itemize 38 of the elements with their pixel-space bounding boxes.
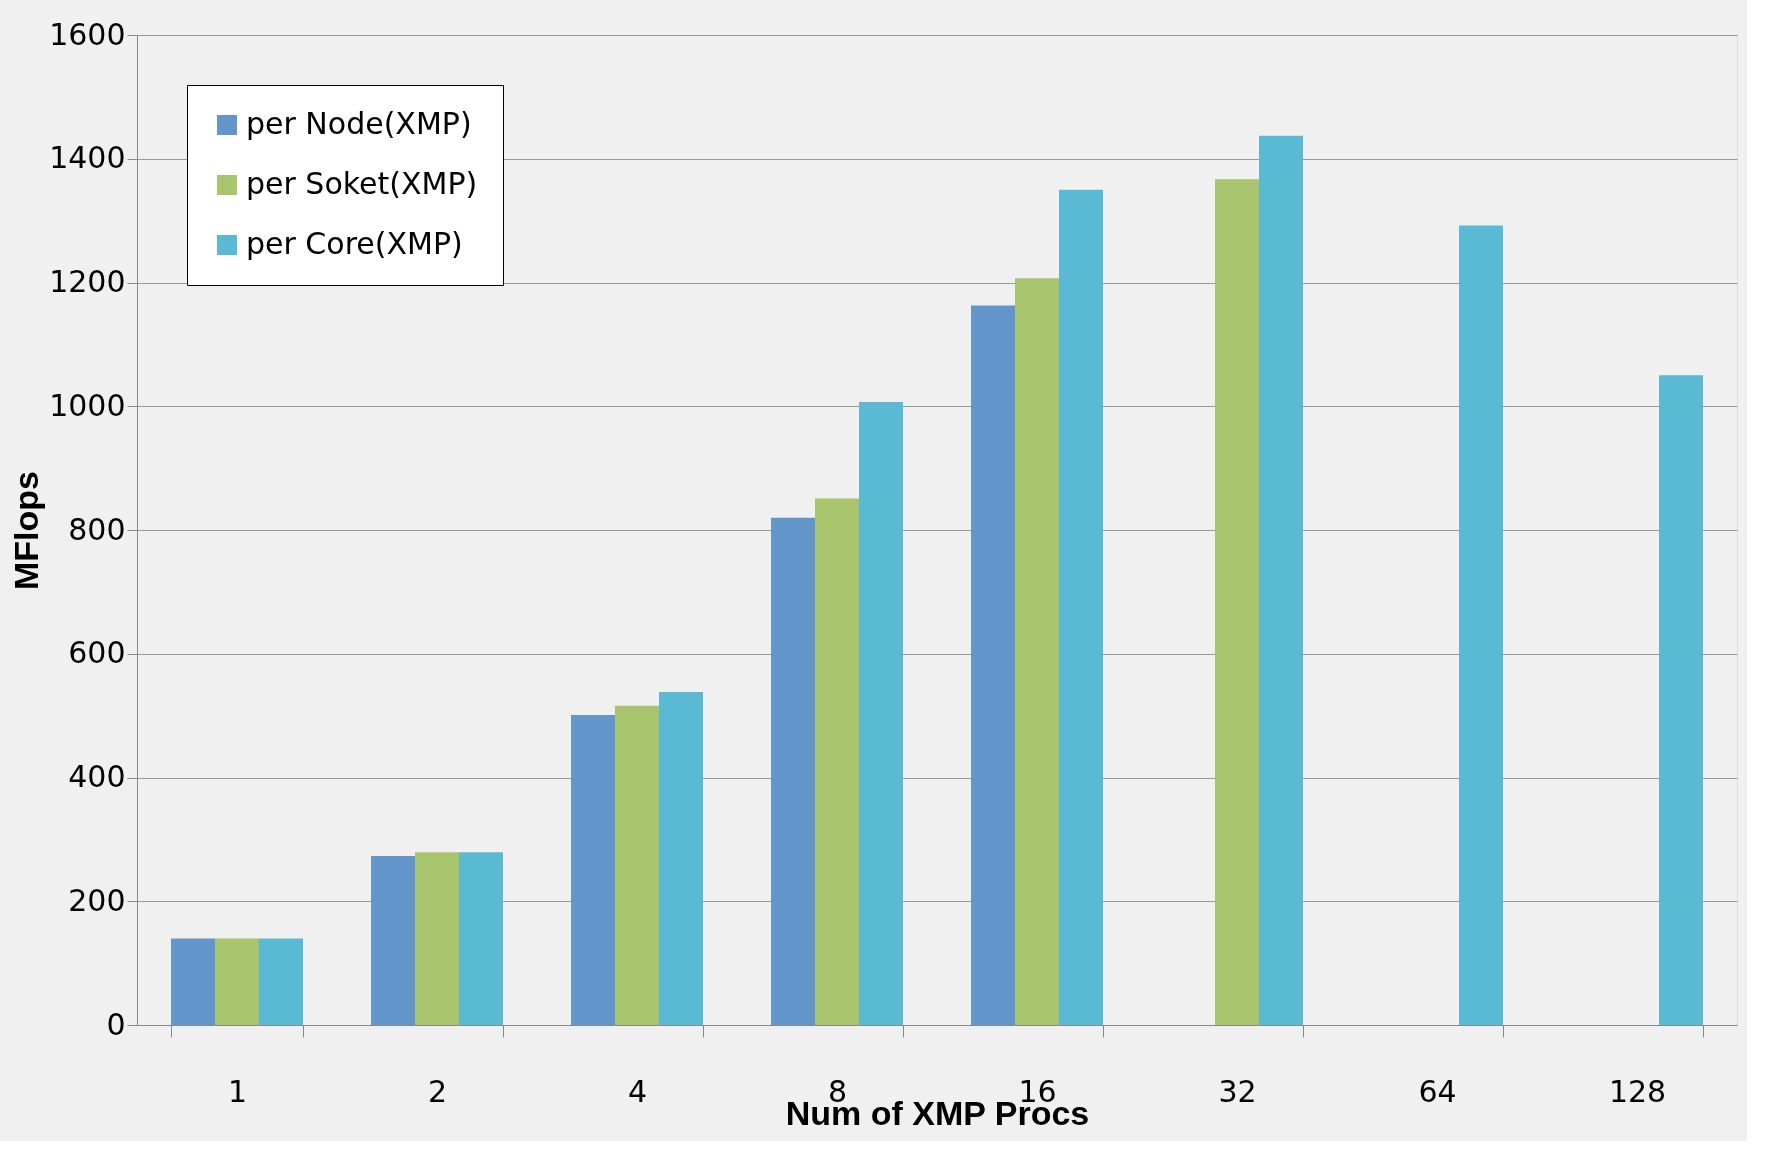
y-tick-label: 1600 [49, 16, 126, 52]
bar [1259, 135, 1303, 1025]
bar [415, 852, 459, 1025]
bar [859, 401, 903, 1025]
bar [459, 852, 503, 1025]
bar [571, 715, 615, 1025]
bar [1059, 189, 1103, 1025]
y-tick-label: 600 [68, 635, 126, 671]
legend-label: per Node(XMP) [246, 106, 472, 141]
x-tick-label: 64 [1418, 1073, 1457, 1109]
x-tick-label: 1 [227, 1073, 248, 1109]
y-tick-label: 0 [106, 1006, 126, 1042]
y-tick-label: 1000 [49, 387, 126, 423]
y-axis-title: MFlops [7, 471, 46, 590]
x-tick-label: 2 [427, 1073, 448, 1109]
bar [215, 938, 259, 1025]
bar [771, 517, 815, 1025]
bar [1459, 225, 1503, 1025]
bar [171, 938, 215, 1025]
x-tick-label: 128 [1608, 1073, 1667, 1109]
bar [371, 856, 415, 1025]
x-tick-label: 32 [1218, 1073, 1257, 1109]
bar [1659, 375, 1703, 1025]
bar [1015, 278, 1059, 1025]
y-tick-label: 1400 [49, 140, 126, 176]
bar [1215, 179, 1259, 1025]
bar [815, 498, 859, 1025]
x-tick-label: 4 [627, 1073, 648, 1109]
y-tick-label: 800 [68, 511, 126, 547]
bar [615, 705, 659, 1025]
bar [659, 692, 703, 1025]
y-tick-label: 1200 [49, 264, 126, 299]
legend-label: per Soket(XMP) [246, 166, 478, 201]
y-tick-label: 200 [68, 882, 126, 918]
bar [971, 305, 1015, 1025]
bar [259, 938, 303, 1025]
legend-label: per Core(XMP) [246, 226, 463, 261]
y-tick-label: 400 [68, 759, 126, 794]
